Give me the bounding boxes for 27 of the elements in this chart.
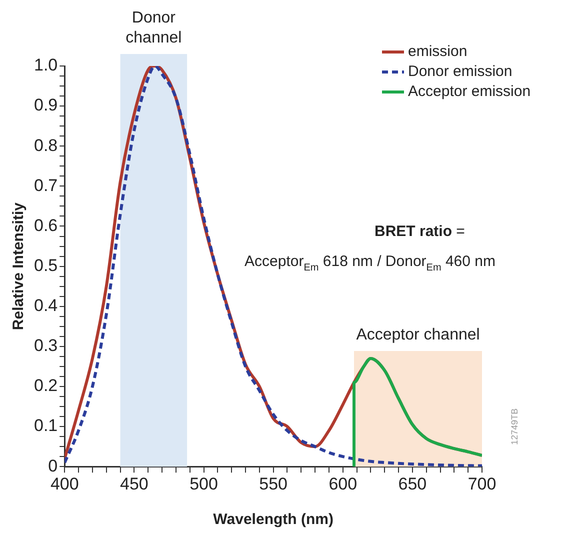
y-tick-label: 1.0 (34, 56, 58, 75)
y-tick-label: 0.8 (34, 136, 58, 155)
y-tick-label: 0.1 (34, 416, 58, 436)
x-tick-label: 450 (120, 474, 148, 494)
y-tick-label: 0.9 (34, 96, 58, 115)
legend-label: Donor emission (408, 63, 512, 80)
legend-label: emission (408, 43, 468, 60)
x-tick-label: 400 (50, 474, 79, 494)
text: 12749TB (509, 408, 520, 445)
y-tick-label: 0.2 (34, 376, 58, 396)
x-axis-title: Wavelength (nm) (213, 511, 334, 528)
x-tick-label: 550 (259, 474, 288, 494)
y-tick-label: 0 (48, 456, 58, 476)
y-tick-label: 0.5 (34, 256, 58, 275)
legend-label: Acceptor emission (408, 83, 531, 100)
y-tick-label: 0.7 (34, 176, 58, 195)
y-tick-label: 0.4 (34, 296, 58, 316)
x-tick-label: 700 (468, 474, 496, 494)
band-label: Donor channel (126, 9, 182, 46)
y-axis-title: Relative Intensitiy (10, 202, 28, 330)
x-tick-label: 600 (328, 474, 358, 494)
y-tick-label: 0.6 (34, 216, 58, 235)
band-label: Acceptor channel (356, 326, 480, 344)
x-tick-label: 650 (398, 474, 427, 494)
annotation: BRET ratio = (374, 223, 466, 240)
x-tick-label: 500 (190, 474, 218, 494)
y-tick-label: 0.3 (34, 336, 58, 356)
